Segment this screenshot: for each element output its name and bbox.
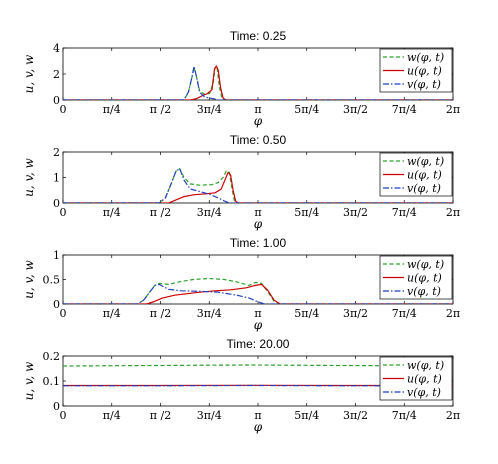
legend: w(φ, t)u(φ, t)v(φ, t) xyxy=(379,255,453,300)
x-tick-label: 0 xyxy=(60,307,67,320)
x-tick-label: 3π/2 xyxy=(343,307,368,320)
legend-label: w(φ, t) xyxy=(407,155,444,168)
x-tick-label: π xyxy=(254,206,261,219)
legend-label: v(φ, t) xyxy=(407,285,441,298)
panel-4: Time: 20.00 0 π/4 π /2 3π/4 π 5π/4 3π/2 7π/4 2π 0 0… xyxy=(22,337,460,434)
y-tick-label: 0.2 xyxy=(43,350,61,363)
y-tick-label: 2 xyxy=(53,146,60,159)
legend-label: w(φ, t) xyxy=(407,258,444,271)
series-line xyxy=(63,283,453,304)
chart-title: Time: 1.00 xyxy=(230,236,287,250)
series-line xyxy=(63,65,453,100)
legend-label: v(φ, t) xyxy=(407,386,441,399)
x-tick-label: 5π/4 xyxy=(294,307,319,320)
legend-label: v(φ, t) xyxy=(407,78,441,91)
x-tick-label: π xyxy=(254,409,261,422)
legend: w(φ, t)u(φ, t)v(φ, t) xyxy=(379,48,453,93)
x-tick-label: 2π xyxy=(446,307,460,320)
x-tick-label: π /2 xyxy=(150,206,171,219)
x-tick-label: 3π/4 xyxy=(197,206,222,219)
y-tick-label: 0.5 xyxy=(43,274,61,287)
y-tick-label: 1 xyxy=(53,172,60,185)
series-line xyxy=(63,167,453,203)
x-tick-label: 0 xyxy=(60,206,67,219)
series-line xyxy=(63,66,453,100)
series-line xyxy=(63,65,453,100)
chart-title: Time: 20.00 xyxy=(227,337,290,351)
panel-1: Time: 0.25 0 π/4 π /2 3π/4 π 5π/4 3π/2 7π/4 2π 0 2 4… xyxy=(22,29,460,128)
legend-label: w(φ, t) xyxy=(407,359,444,372)
x-tick-label: π/4 xyxy=(103,103,121,116)
x-tick-label: π/4 xyxy=(103,307,121,320)
x-tick-label: 5π/4 xyxy=(294,103,319,116)
x-tick-label: 2π xyxy=(446,409,460,422)
chart-title: Time: 0.50 xyxy=(230,133,287,147)
x-tick-label: 3π/2 xyxy=(343,409,368,422)
panel-3: Time: 1.00 0 π/4 π /2 3π/4 π 5π/4 3π/2 7π/4 2π 0 0.… xyxy=(22,236,460,332)
x-tick-label: π /2 xyxy=(150,409,171,422)
x-tick-label: 7π/4 xyxy=(392,103,417,116)
x-tick-label: 7π/4 xyxy=(392,206,417,219)
x-axis-label: φ xyxy=(254,420,263,434)
legend-label: u(φ, t) xyxy=(407,65,442,78)
x-tick-label: 2π xyxy=(446,206,460,219)
x-tick-label: 3π/2 xyxy=(343,103,368,116)
series-line xyxy=(63,283,453,304)
legend: w(φ, t)u(φ, t)v(φ, t) xyxy=(379,152,453,197)
x-tick-label: π xyxy=(254,307,261,320)
x-tick-label: π /2 xyxy=(150,103,171,116)
legend-label: v(φ, t) xyxy=(407,182,441,195)
x-tick-label: 5π/4 xyxy=(294,409,319,422)
y-axis-label: u, v, w xyxy=(22,259,36,298)
x-tick-label: 0 xyxy=(60,103,67,116)
legend: w(φ, t)u(φ, t)v(φ, t) xyxy=(379,356,453,401)
y-tick-label: 0 xyxy=(53,197,60,210)
y-tick-label: 0 xyxy=(53,298,60,311)
x-axis-label: φ xyxy=(254,318,263,332)
x-tick-label: 7π/4 xyxy=(392,409,417,422)
y-tick-label: 1 xyxy=(53,249,60,262)
x-axis-label: φ xyxy=(254,217,263,231)
x-tick-label: 2π xyxy=(446,103,460,116)
panel-2: Time: 0.50 0 π/4 π /2 3π/4 π 5π/4 3π/2 7π/4 2π 0 1 2… xyxy=(22,133,460,231)
legend-label: u(φ, t) xyxy=(407,169,442,182)
x-tick-label: π/4 xyxy=(103,409,121,422)
x-tick-label: 3π/4 xyxy=(197,307,222,320)
x-tick-label: 3π/2 xyxy=(343,206,368,219)
y-tick-label: 0 xyxy=(53,400,60,413)
x-tick-label: 0 xyxy=(60,409,67,422)
y-tick-label: 0 xyxy=(53,94,60,107)
legend-label: u(φ, t) xyxy=(407,373,442,386)
x-tick-label: 7π/4 xyxy=(392,307,417,320)
x-tick-label: π /2 xyxy=(150,307,171,320)
x-tick-label: π xyxy=(254,103,261,116)
x-tick-label: 3π/4 xyxy=(197,409,222,422)
legend-label: w(φ, t) xyxy=(407,51,444,64)
y-axis-label: u, v, w xyxy=(22,157,36,196)
y-tick-label: 2 xyxy=(53,68,60,81)
legend-label: u(φ, t) xyxy=(407,272,442,285)
x-tick-label: 3π/4 xyxy=(197,103,222,116)
chart-title: Time: 0.25 xyxy=(230,29,287,43)
y-axis-label: u, v, w xyxy=(22,54,36,93)
y-tick-label: 4 xyxy=(53,42,60,55)
series-line xyxy=(63,364,453,367)
x-axis-label: φ xyxy=(254,114,263,128)
x-tick-label: 5π/4 xyxy=(294,206,319,219)
y-axis-label: u, v, w xyxy=(22,361,36,400)
x-tick-label: π/4 xyxy=(103,206,121,219)
y-tick-label: 0.1 xyxy=(43,375,61,388)
series-line xyxy=(63,171,453,203)
